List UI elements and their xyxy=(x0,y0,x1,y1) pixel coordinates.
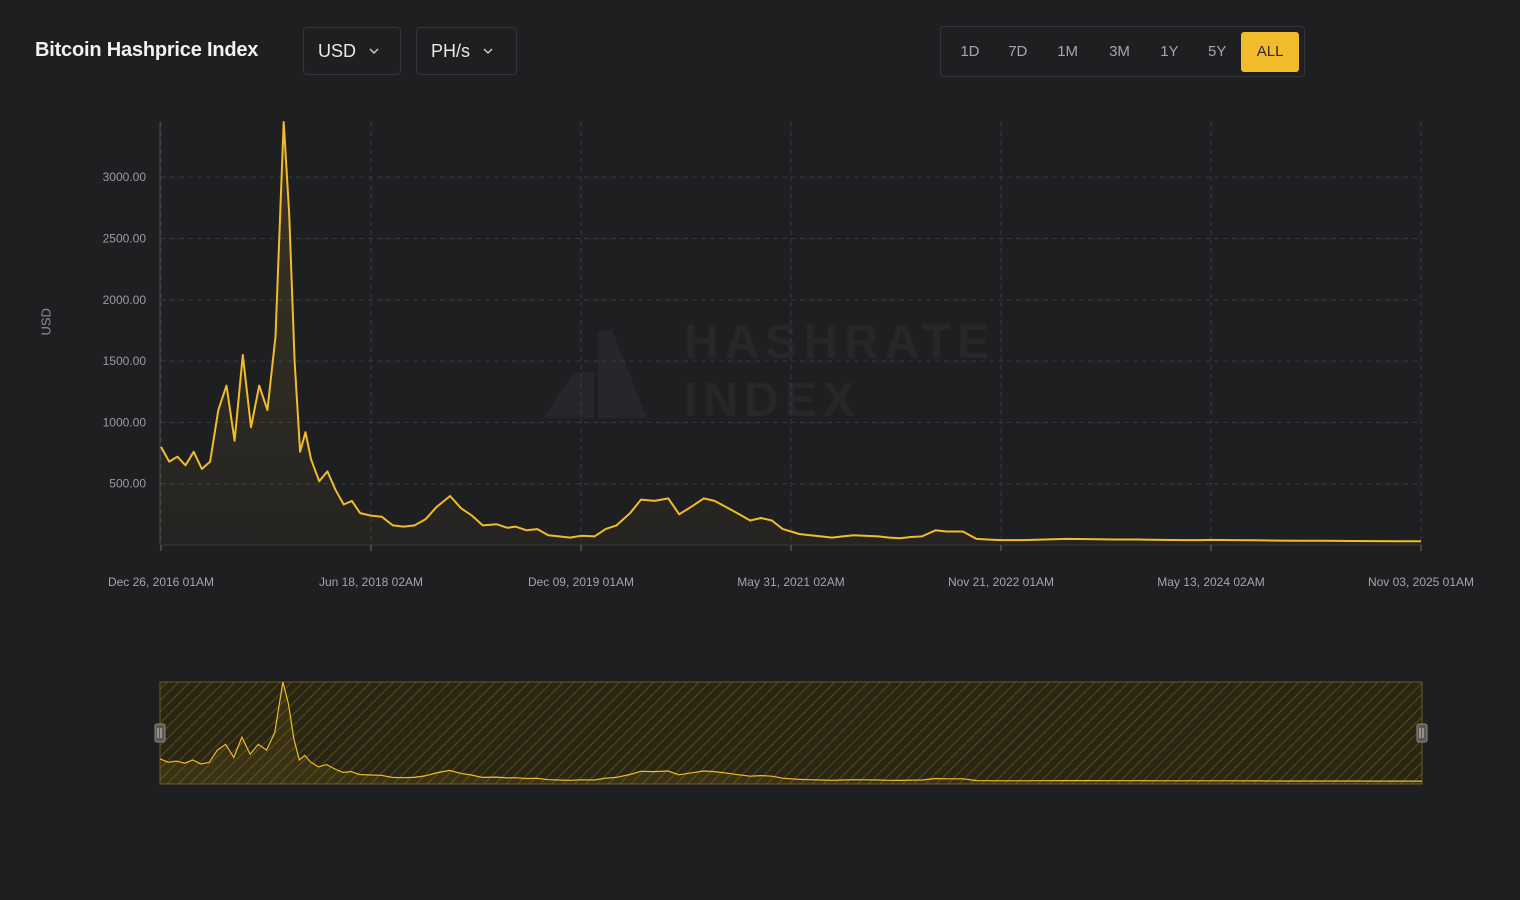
chevron-down-icon xyxy=(368,45,380,57)
x-tick-label: Jun 18, 2018 02AM xyxy=(319,575,423,589)
range-button-1y[interactable]: 1Y xyxy=(1160,43,1179,60)
navigator-right-handle[interactable] xyxy=(1416,723,1428,743)
page-title: Bitcoin Hashprice Index xyxy=(35,39,259,61)
navigator-left-handle[interactable] xyxy=(154,723,166,743)
x-tick-label: Dec 26, 2016 01AM xyxy=(108,575,214,589)
unit-dropdown[interactable]: PH/s xyxy=(416,27,517,75)
range-button-1m[interactable]: 1M xyxy=(1057,43,1079,60)
x-tick-label: Dec 09, 2019 01AM xyxy=(528,575,634,589)
navigator-area xyxy=(160,682,1422,784)
watermark-line2: INDEX xyxy=(684,374,861,427)
range-button-5y[interactable]: 5Y xyxy=(1208,43,1227,60)
hashrate-index-logo xyxy=(543,330,647,418)
currency-label: USD xyxy=(318,40,357,61)
y-tick-label: 3000.00 xyxy=(103,170,147,184)
y-tick-label: 2500.00 xyxy=(103,231,147,245)
y-tick-label: 2000.00 xyxy=(103,293,147,307)
x-tick-label: May 13, 2024 02AM xyxy=(1157,575,1264,589)
x-tick-label: Nov 21, 2022 01AM xyxy=(948,575,1054,589)
currency-dropdown[interactable]: USD xyxy=(303,27,401,75)
watermark-line1: HASHRATE xyxy=(684,316,995,369)
x-tick-label: May 31, 2021 02AM xyxy=(737,575,844,589)
x-tick-label: Nov 03, 2025 01AM xyxy=(1368,575,1474,589)
series-area xyxy=(161,122,1421,545)
navigator-line xyxy=(159,681,1422,782)
chevron-down-icon xyxy=(482,45,494,57)
time-range-selector: 1D 7D 1M 3M 1Y 5Y ALL xyxy=(940,26,1305,77)
y-tick-label: 1000.00 xyxy=(103,415,147,429)
range-button-all[interactable]: ALL xyxy=(1241,31,1299,72)
navigator-selection xyxy=(159,681,1423,785)
unit-label: PH/s xyxy=(431,40,471,61)
y-tick-label: 500.00 xyxy=(109,477,146,491)
y-tick-label: 1500.00 xyxy=(103,354,147,368)
range-button-3m[interactable]: 3M xyxy=(1109,43,1130,60)
range-button-7d[interactable]: 7D xyxy=(1008,43,1028,60)
range-button-1d[interactable]: 1D xyxy=(960,43,980,60)
series-line xyxy=(160,121,1421,543)
watermark: HASHRATE INDEX xyxy=(543,316,995,427)
